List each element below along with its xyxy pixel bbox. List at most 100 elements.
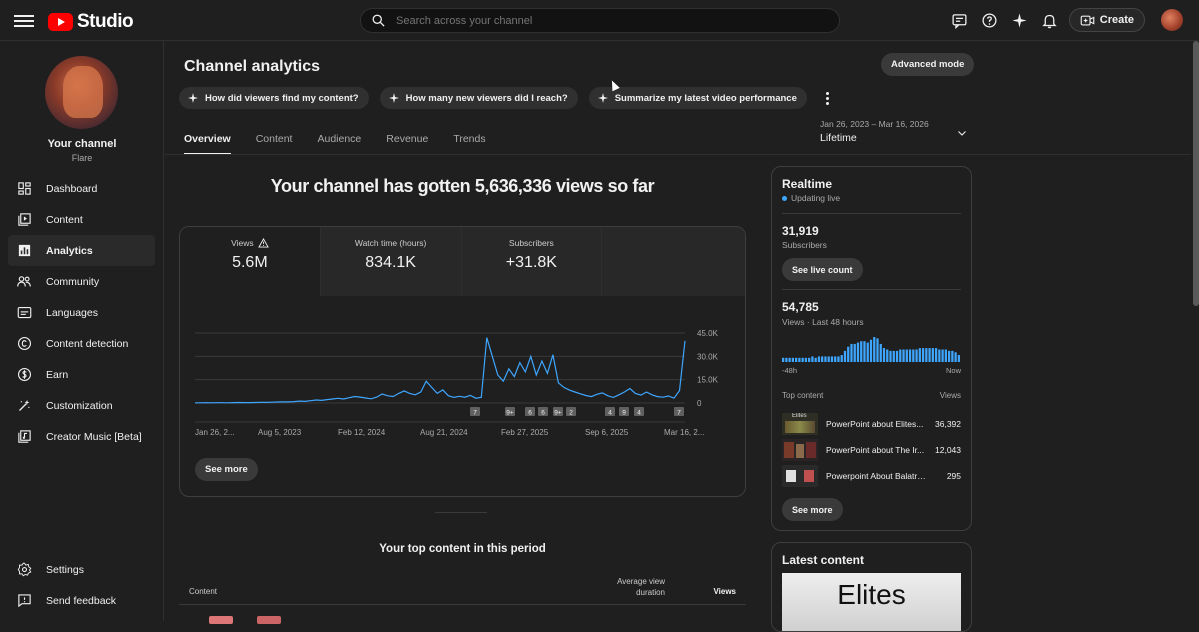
studio-logo[interactable]: Studio	[48, 11, 134, 33]
advanced-mode-button[interactable]: Advanced mode	[881, 53, 975, 76]
metric-watch-time[interactable]: Watch time (hours) 834.1K	[320, 227, 462, 296]
sidebar-item-label: Content	[46, 213, 83, 226]
video-marker[interactable]: 7	[674, 407, 684, 417]
column-header-content[interactable]: Content	[189, 587, 218, 596]
video-marker[interactable]: 4	[634, 407, 644, 417]
sidebar-item-languages[interactable]: Languages	[8, 297, 155, 328]
realtime-bar	[795, 357, 798, 362]
tab-audience[interactable]: Audience	[317, 133, 362, 145]
video-marker[interactable]: 7	[470, 407, 480, 417]
realtime-bar	[863, 341, 866, 362]
views-headline: Your channel has gotten 5,636,336 views …	[270, 176, 655, 196]
main-content: Channel analytics Advanced mode How did …	[165, 41, 1191, 632]
video-marker[interactable]: 6	[538, 407, 548, 417]
views-series-line	[195, 337, 686, 404]
video-marker[interactable]: 9+	[553, 407, 563, 417]
sidebar-item-content-detection[interactable]: Content detection	[8, 328, 155, 359]
date-range-picker[interactable]: Jan 26, 2023 – Mar 16, 2026 Lifetime	[820, 119, 968, 144]
notifications-icon[interactable]	[1041, 11, 1059, 29]
views-line-chart[interactable]: 45.0K 30.0K 15.0K 0 7 9+ 6 6 9+ 2 4 9 4 7 Jan 26, 2...…	[180, 297, 746, 447]
realtime-bar	[944, 349, 947, 362]
chip-summarize-latest[interactable]: Summarize my latest video performance	[588, 87, 807, 109]
sidebar-item-settings[interactable]: Settings	[8, 554, 155, 585]
realtime-bar	[827, 356, 830, 362]
search-icon	[372, 14, 385, 27]
sidebar-item-send-feedback[interactable]: Send feedback	[8, 585, 155, 616]
realtime-bar	[908, 349, 912, 362]
top-content-row[interactable]: PowerPoint about The Ir... 12,043	[782, 439, 961, 461]
video-marker[interactable]: 6	[525, 407, 535, 417]
video-marker[interactable]: 9+	[505, 407, 515, 417]
metric-views[interactable]: Views 5.6M	[180, 227, 321, 296]
sparkle-icon	[188, 93, 198, 103]
subtitles-icon[interactable]	[951, 11, 969, 29]
chip-viewers-find-content[interactable]: How did viewers find my content?	[179, 87, 369, 109]
video-marker-label: 6	[541, 410, 545, 417]
video-marker[interactable]: 9	[619, 407, 629, 417]
sidebar-item-customization[interactable]: Customization	[8, 390, 155, 421]
see-more-button[interactable]: See more	[782, 498, 843, 521]
more-options-icon[interactable]	[822, 89, 834, 107]
content-thumbnail	[782, 439, 818, 461]
sidebar-item-content[interactable]: Content	[8, 204, 155, 235]
realtime-bar	[811, 356, 814, 362]
section-divider	[435, 512, 487, 513]
tab-content[interactable]: Content	[255, 133, 293, 145]
ai-suggestion-chips: How did viewers find my content? How man…	[179, 87, 834, 109]
realtime-bar	[876, 338, 879, 362]
help-icon[interactable]	[981, 11, 999, 29]
realtime-bar-chart[interactable]	[782, 335, 961, 362]
sidebar-item-analytics[interactable]: Analytics	[8, 235, 155, 266]
x-tick-label: Mar 16, 2...	[664, 428, 704, 437]
divider	[782, 213, 961, 214]
video-marker[interactable]: 2	[566, 407, 576, 417]
sidebar-item-dashboard[interactable]: Dashboard	[8, 173, 155, 204]
realtime-bar	[834, 356, 837, 362]
realtime-bar	[951, 350, 954, 362]
search-bar[interactable]	[360, 8, 840, 33]
column-header-avg-view-duration[interactable]: Average view duration	[609, 576, 665, 598]
tabs-divider	[165, 154, 1191, 155]
chip-label: How did viewers find my content?	[205, 92, 359, 104]
sidebar-item-earn[interactable]: Earn	[8, 359, 155, 390]
feedback-icon	[16, 593, 32, 609]
content-thumbnail[interactable]	[257, 616, 281, 624]
video-marker[interactable]: 4	[605, 407, 615, 417]
date-range-text: Jan 26, 2023 – Mar 16, 2026	[820, 119, 929, 129]
content-thumbnail[interactable]	[209, 616, 233, 624]
channel-avatar[interactable]	[45, 56, 118, 129]
page-scrollbar[interactable]	[1193, 41, 1199, 306]
top-content-row[interactable]: Powerpoint About Balatro ... 295	[782, 465, 961, 487]
metric-subscribers[interactable]: Subscribers +31.8K	[461, 227, 603, 296]
sidebar-item-creator-music[interactable]: Creator Music [Beta]	[8, 421, 155, 452]
x-tick-label: Aug 5, 2023	[258, 428, 302, 437]
youtube-logo-icon	[48, 13, 73, 31]
top-content-label: Top content	[782, 391, 824, 400]
top-bar: Studio Create	[0, 0, 1199, 41]
create-button[interactable]: Create	[1068, 8, 1145, 32]
page-title: Channel analytics	[184, 58, 321, 75]
menu-icon[interactable]	[14, 12, 34, 30]
top-content-views: 295	[946, 471, 961, 481]
date-range-label: Lifetime	[820, 132, 857, 144]
sidebar-item-label: Community	[46, 275, 100, 288]
chip-label: How many new viewers did I reach?	[405, 92, 568, 104]
sparkle-icon[interactable]	[1011, 11, 1029, 29]
sidebar-item-community[interactable]: Community	[8, 266, 155, 297]
realtime-bar	[837, 356, 840, 362]
tab-trends[interactable]: Trends	[453, 133, 486, 145]
see-live-count-button[interactable]: See live count	[782, 258, 863, 281]
account-avatar[interactable]	[1161, 9, 1183, 31]
chip-new-viewers[interactable]: How many new viewers did I reach?	[379, 87, 578, 109]
top-content-row[interactable]: Elites PowerPoint about Elites... 36,392	[782, 413, 961, 435]
tab-revenue[interactable]: Revenue	[386, 133, 429, 145]
chip-label: Summarize my latest video performance	[614, 92, 797, 104]
search-input[interactable]	[396, 14, 796, 27]
column-header-views[interactable]: Views	[713, 587, 736, 596]
latest-content-thumbnail[interactable]: Elites	[782, 573, 961, 631]
see-more-button[interactable]: See more	[195, 458, 258, 481]
tab-overview[interactable]: Overview	[184, 133, 231, 155]
realtime-bar	[925, 348, 928, 362]
metric-value: 834.1K	[365, 254, 416, 271]
latest-content-title: Latest content	[782, 553, 865, 567]
